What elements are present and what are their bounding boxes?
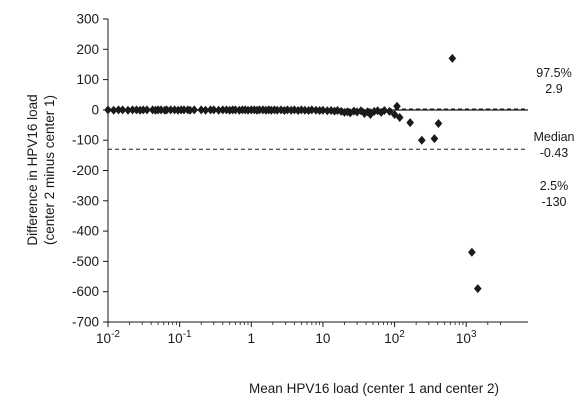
x-tick-label: 10-1: [168, 329, 192, 346]
y-axis-title-line-1: Difference in HPV16 load: [25, 94, 40, 245]
data-point: [308, 105, 316, 115]
x-tick-label: 10-2: [96, 329, 120, 346]
data-point: [210, 105, 218, 115]
data-point: [104, 105, 112, 115]
reference-line-labels: 97.5% 2.9 Median -0.43 2.5% -130: [534, 66, 575, 209]
data-point: [201, 105, 210, 115]
y-tick-label: 0: [91, 102, 99, 117]
reference-line-label: Median: [534, 130, 575, 144]
y-tick-label: 300: [76, 12, 99, 27]
data-point: [468, 247, 476, 257]
data-point: [118, 105, 127, 115]
y-axis-title-line-2: (center 2 minus center 1): [42, 95, 57, 245]
data-point: [395, 112, 404, 122]
y-axis-ticks: 300 200 100 0 -100 -200 -300 -400 -500 -600 -700: [72, 12, 108, 330]
data-point: [390, 109, 399, 119]
y-tick-label: -200: [72, 163, 99, 178]
data-point: [417, 135, 426, 145]
data-point: [124, 105, 132, 115]
data-point: [143, 105, 151, 115]
y-tick-label: 100: [76, 72, 99, 87]
y-tick-label: -400: [72, 224, 99, 239]
data-point: [197, 105, 206, 115]
reference-line-label: 97.5%: [536, 66, 571, 80]
reference-line-label: -130: [541, 195, 566, 209]
x-tick-label: 10: [315, 331, 330, 346]
data-point: [448, 53, 457, 63]
x-tick-label: 103: [456, 329, 477, 346]
data-point: [430, 134, 439, 144]
data-point: [406, 118, 414, 128]
reference-lines: [108, 108, 528, 150]
data-point: [393, 101, 401, 111]
data-point: [109, 105, 118, 115]
y-tick-label: -100: [72, 133, 99, 148]
y-tick-label: -700: [72, 315, 99, 330]
data-point: [186, 105, 194, 115]
reference-line-label: -0.43: [540, 146, 569, 160]
data-point: [380, 106, 389, 116]
data-point: [319, 105, 327, 115]
axes: [107, 19, 528, 323]
data-points: [104, 53, 482, 294]
data-point: [166, 105, 175, 115]
y-tick-label: 200: [76, 42, 99, 57]
x-axis-title: Mean HPV16 load (center 1 and center 2): [249, 381, 499, 396]
y-tick-label: -300: [72, 193, 99, 208]
x-tick-label: 1: [248, 331, 256, 346]
reference-line-label: 2.9: [545, 82, 562, 96]
data-point: [190, 105, 199, 115]
data-point: [434, 119, 443, 129]
x-axis-ticks: 10-2 10-1 1 10 102 103: [96, 322, 501, 346]
data-point: [128, 105, 137, 115]
x-tick-label: 102: [384, 329, 405, 346]
y-tick-label: -500: [72, 254, 99, 269]
data-point: [473, 284, 482, 294]
data-point: [214, 105, 223, 115]
data-point: [114, 105, 123, 115]
data-point: [162, 105, 171, 115]
reference-line-label: 2.5%: [540, 179, 569, 193]
y-tick-label: -600: [72, 284, 99, 299]
